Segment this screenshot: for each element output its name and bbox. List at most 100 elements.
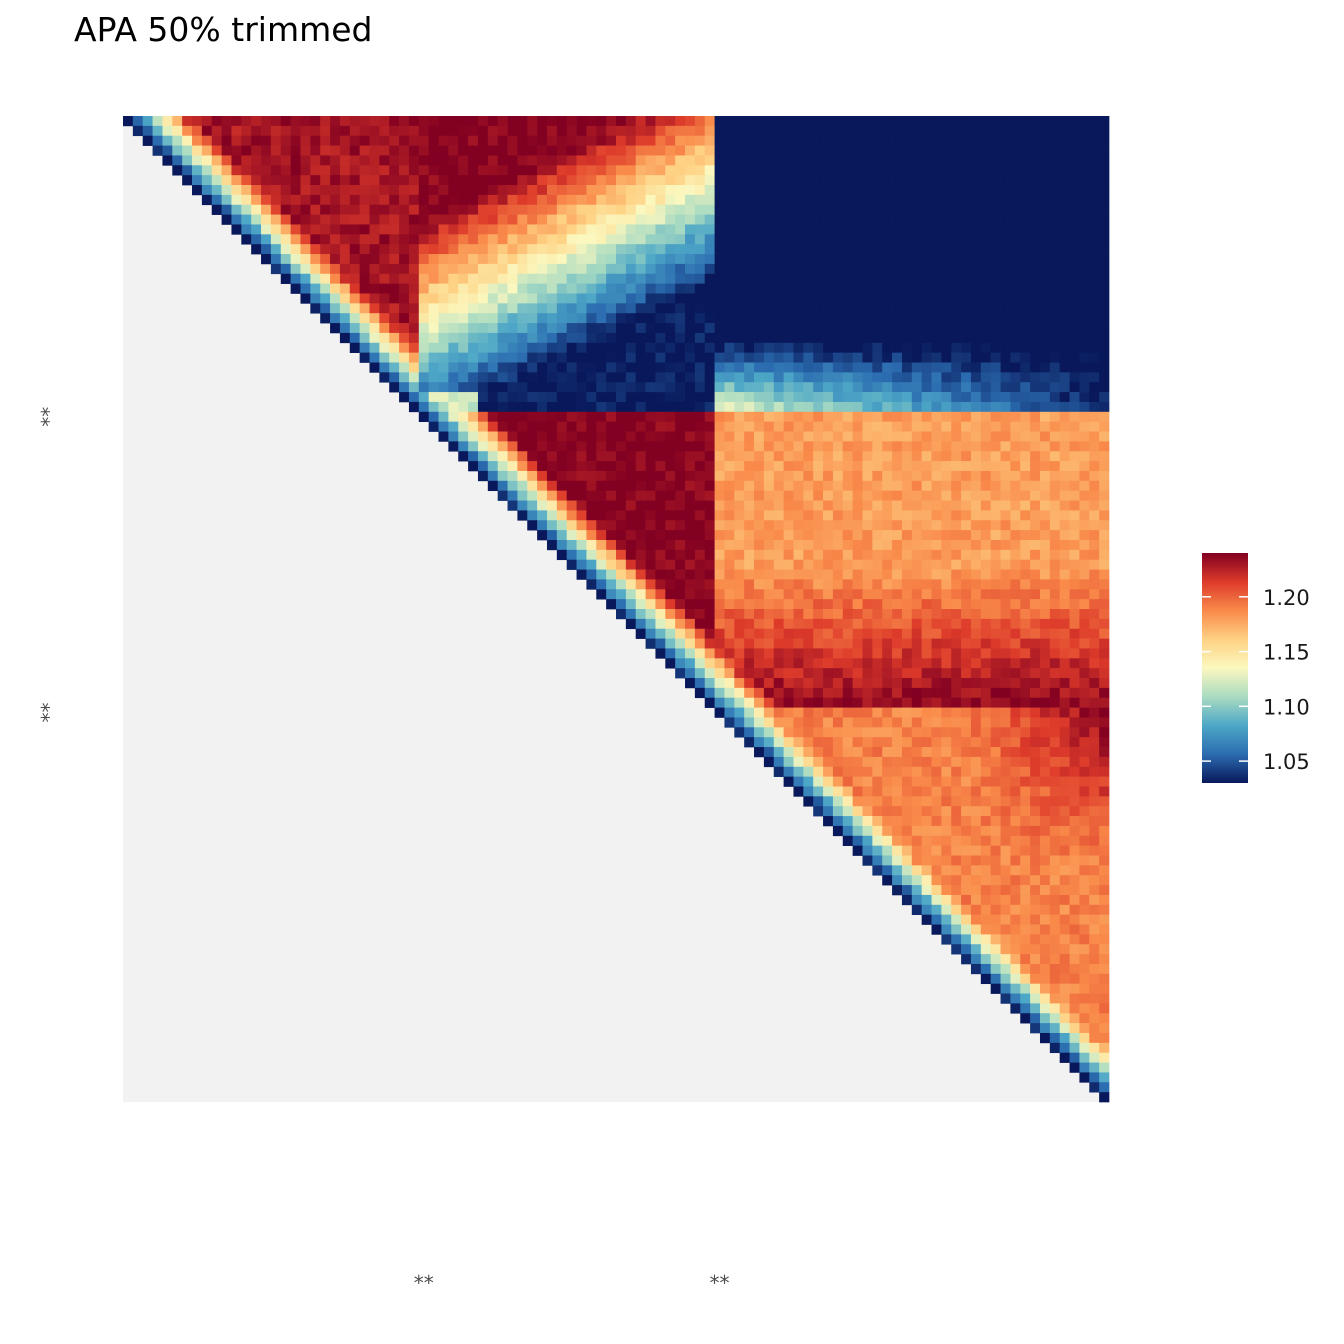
heatmap-cell (980, 845, 992, 856)
heatmap-cell (911, 638, 923, 649)
heatmap-cell (497, 244, 508, 255)
heatmap-cell (734, 530, 745, 541)
heatmap-cell (882, 165, 893, 176)
heatmap-cell (921, 687, 932, 699)
heatmap-cell (300, 165, 311, 176)
heatmap-cell (468, 421, 479, 432)
heatmap-cell (951, 816, 962, 827)
heatmap-cell (477, 204, 489, 215)
heatmap-cell (556, 155, 568, 166)
heatmap-cell (931, 786, 942, 797)
heatmap-cell (517, 303, 528, 314)
heatmap-cell (892, 737, 903, 748)
heatmap-cell (961, 510, 972, 521)
heatmap-cell (724, 599, 735, 610)
heatmap-cell (576, 451, 587, 462)
heatmap-cell (517, 510, 528, 521)
heatmap-cell (882, 204, 893, 215)
heatmap-cell (675, 125, 686, 137)
heatmap-cell (773, 609, 784, 620)
heatmap-cell (1020, 332, 1031, 344)
heatmap-cell (546, 372, 558, 383)
heatmap-cell (793, 727, 804, 738)
heatmap-cell (330, 165, 341, 176)
heatmap-cell (931, 776, 942, 787)
heatmap-cell (635, 303, 646, 314)
heatmap-cell (300, 155, 311, 166)
heatmap-cell (773, 313, 784, 324)
heatmap-cell (911, 165, 923, 176)
heatmap-cell (1079, 224, 1090, 235)
heatmap-cell (1020, 559, 1031, 570)
heatmap-cell (625, 490, 637, 501)
heatmap-cell (1039, 678, 1051, 689)
heatmap-cell (458, 352, 469, 363)
heatmap-cell (754, 707, 765, 718)
heatmap-cell (793, 480, 804, 492)
heatmap-cell (517, 116, 528, 127)
heatmap-cell (734, 727, 745, 738)
heatmap-cell (537, 244, 548, 255)
heatmap-cell (556, 421, 568, 432)
heatmap-cell (724, 313, 735, 324)
heatmap-cell (635, 155, 646, 166)
heatmap-cell (379, 194, 390, 206)
heatmap-cell (990, 963, 1001, 975)
heatmap-cell (468, 244, 479, 255)
heatmap-cell (803, 431, 814, 442)
heatmap-cell (685, 155, 696, 166)
heatmap-cell (921, 382, 932, 393)
heatmap-cell (675, 254, 686, 265)
heatmap-cell (576, 145, 587, 156)
heatmap-cell (616, 234, 627, 245)
heatmap-cell (468, 214, 479, 225)
heatmap-cell (300, 125, 311, 137)
heatmap-cell (852, 618, 863, 630)
heatmap-cell (438, 145, 449, 156)
heatmap-cell (754, 263, 765, 275)
heatmap-cell (862, 254, 873, 265)
heatmap-cell (1049, 806, 1061, 817)
heatmap-cell (694, 520, 706, 531)
heatmap-cell (576, 313, 587, 324)
heatmap-cell (497, 461, 508, 472)
heatmap-cell (655, 638, 666, 649)
heatmap-cell (576, 480, 587, 492)
heatmap-cell (1079, 214, 1090, 225)
heatmap-cell (961, 263, 972, 275)
heatmap-cell (1020, 766, 1031, 777)
heatmap-cell (1000, 816, 1011, 827)
heatmap-cell (408, 116, 420, 127)
heatmap-cell (793, 589, 804, 600)
heatmap-cell (970, 332, 982, 344)
heatmap-cell (734, 362, 745, 373)
heatmap-cell (724, 697, 735, 708)
heatmap-cell (448, 313, 459, 324)
heatmap-cell (892, 441, 903, 452)
heatmap-cell (990, 638, 1001, 649)
heatmap-cell (941, 510, 952, 521)
heatmap-cell (1069, 155, 1080, 166)
heatmap-cell (911, 480, 923, 492)
heatmap-cell (379, 234, 390, 245)
heatmap-cell (1010, 470, 1021, 482)
heatmap-cell (813, 500, 824, 511)
heatmap-cell (616, 145, 627, 156)
heatmap-cell (823, 707, 834, 718)
heatmap-cell (527, 234, 538, 245)
heatmap-cell (980, 589, 992, 600)
heatmap-cell (675, 441, 686, 452)
heatmap-cell (813, 668, 824, 679)
heatmap-cell (1069, 263, 1080, 275)
heatmap-cell (763, 717, 775, 728)
heatmap-cell (507, 382, 518, 393)
heatmap-cell (507, 342, 518, 353)
heatmap-cell (1059, 539, 1070, 551)
heatmap-cell (754, 194, 765, 206)
heatmap-cell (911, 431, 923, 442)
heatmap-cell (990, 194, 1001, 206)
heatmap-cell (951, 530, 962, 541)
heatmap-cell (1069, 549, 1080, 561)
heatmap-cell (1099, 392, 1110, 403)
heatmap-cell (635, 510, 646, 521)
